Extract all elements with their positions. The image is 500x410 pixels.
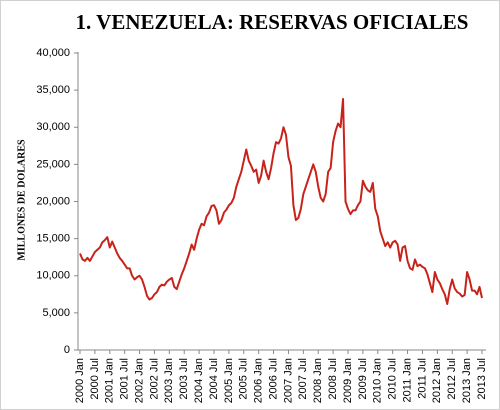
y-tick-label: 20,000	[36, 195, 70, 207]
y-tick-label: 40,000	[36, 47, 70, 59]
y-tick-label: 5,000	[42, 307, 70, 319]
x-tick-label: 2005 Jan	[223, 358, 235, 403]
x-tick-label: 2003 Jul	[178, 358, 190, 400]
x-tick-label: 2000 Jan	[74, 358, 86, 403]
x-tick-label: 2005 Jul	[238, 358, 250, 400]
y-tick-label: 0	[64, 344, 70, 356]
x-tick-label: 2013 Jul	[476, 358, 488, 400]
chart-title: 1. VENEZUELA: RESERVAS OFICIALES	[76, 10, 469, 34]
x-tick-label: 2013 Jan	[461, 358, 473, 403]
x-tick-label: 2012 Jan	[431, 358, 443, 403]
y-tick-label: 25,000	[36, 158, 70, 170]
data-line	[79, 98, 483, 305]
x-tick-label: 2002 Jul	[148, 358, 160, 400]
x-tick-label: 2006 Jul	[267, 358, 279, 400]
x-tick-label: 2010 Jul	[387, 358, 399, 400]
x-tick-label: 2007 Jul	[297, 358, 309, 400]
x-tick-label: 2009 Jan	[342, 358, 354, 403]
x-tick-label: 2001 Jul	[119, 358, 131, 400]
y-tick-label: 35,000	[36, 84, 70, 96]
x-tick-label: 2011 Jul	[416, 358, 428, 399]
x-tick-label: 2010 Jan	[372, 358, 384, 403]
x-tick-label: 2007 Jan	[282, 358, 294, 403]
x-tick-label: 2006 Jan	[253, 358, 265, 403]
x-tick-label: 2004 Jan	[193, 358, 205, 403]
x-tick-label: 2011 Jan	[401, 358, 413, 402]
x-tick-label: 2009 Jul	[357, 358, 369, 400]
x-tick-label: 2008 Jan	[312, 358, 324, 403]
x-tick-label: 2003 Jan	[163, 358, 175, 403]
y-tick-label: 15,000	[36, 233, 70, 245]
x-tick-label: 2008 Jul	[327, 358, 339, 400]
x-tick-label: 2004 Jul	[208, 358, 220, 400]
y-axis-label: MILLONES DE DOLARES	[16, 139, 27, 261]
y-tick-label: 30,000	[36, 121, 70, 133]
x-tick-label: 2000 Jul	[89, 358, 101, 400]
x-tick-label: 2012 Jul	[446, 358, 458, 400]
x-tick-label: 2001 Jan	[104, 358, 116, 403]
x-tick-label: 2002 Jan	[133, 358, 145, 403]
y-tick-label: 10,000	[36, 270, 70, 282]
